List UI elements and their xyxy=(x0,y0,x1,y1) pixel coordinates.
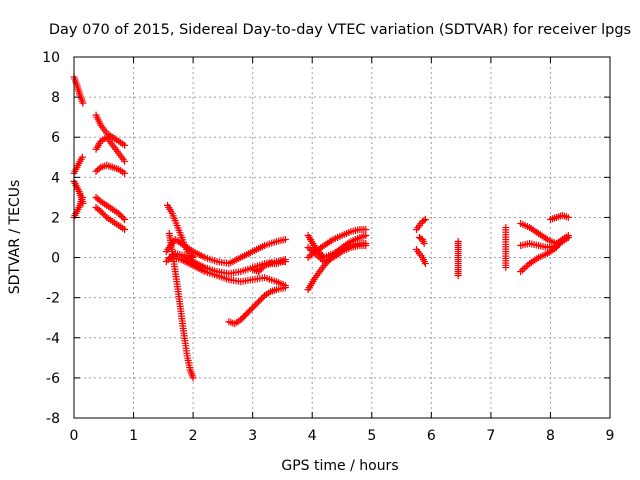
y-tick-label: -8 xyxy=(46,411,60,427)
data-point xyxy=(97,207,105,215)
y-tick-label: -2 xyxy=(46,291,60,307)
x-tick-label: 8 xyxy=(546,428,555,444)
data-point xyxy=(98,209,106,217)
data-point xyxy=(255,298,263,306)
y-axis-title: SDTVAR / TECUs xyxy=(7,180,23,295)
data-point xyxy=(454,272,462,280)
data-point xyxy=(281,236,289,244)
data-point xyxy=(243,310,251,318)
data-point xyxy=(100,210,108,218)
data-point xyxy=(256,296,264,304)
data-point xyxy=(311,244,319,252)
x-tick-label: 5 xyxy=(367,428,376,444)
data-point xyxy=(564,213,572,221)
data-point xyxy=(249,304,257,312)
x-axis-title: GPS time / hours xyxy=(281,458,398,474)
data-point xyxy=(362,242,370,250)
x-tick-label: 7 xyxy=(486,428,495,444)
data-point xyxy=(116,211,124,219)
data-point xyxy=(95,165,103,173)
data-point xyxy=(237,316,245,324)
data-point xyxy=(247,305,255,313)
data-point xyxy=(256,266,264,274)
y-tick-label: 10 xyxy=(42,50,60,66)
data-point xyxy=(95,196,103,204)
data-point xyxy=(255,268,263,276)
data-point xyxy=(281,258,289,266)
data-point xyxy=(121,225,129,233)
data-point xyxy=(241,311,249,319)
x-tick-labels: 0 1 2 3 4 5 6 7 8 9 xyxy=(70,428,615,444)
chart-title: Day 070 of 2015, Sidereal Day-to-day VTE… xyxy=(49,22,631,38)
axis-ticks xyxy=(73,56,611,419)
y-tick-label: 4 xyxy=(51,170,60,186)
x-tick-label: 9 xyxy=(606,428,615,444)
data-point xyxy=(564,234,572,241)
y-tick-label: 0 xyxy=(51,251,60,267)
x-tick-label: 3 xyxy=(248,428,257,444)
grid xyxy=(74,57,610,418)
data-point xyxy=(502,264,510,272)
data-points xyxy=(70,73,572,382)
data-point xyxy=(240,313,248,321)
x-tick-label: 2 xyxy=(189,428,198,444)
y-tick-label: 8 xyxy=(51,90,60,106)
data-point xyxy=(119,214,127,222)
plot-frame xyxy=(73,56,611,419)
data-point xyxy=(252,301,260,309)
y-tick-label: 6 xyxy=(51,130,60,146)
data-point xyxy=(258,295,266,303)
x-tick-label: 1 xyxy=(129,428,138,444)
data-point xyxy=(244,308,252,316)
data-point xyxy=(121,169,129,177)
data-point xyxy=(250,302,258,310)
data-point xyxy=(238,314,246,322)
data-point xyxy=(189,374,197,382)
data-point xyxy=(115,209,123,217)
data-point xyxy=(118,212,126,220)
data-point xyxy=(420,240,428,248)
data-point xyxy=(121,157,129,165)
data-point xyxy=(121,215,129,223)
y-tick-label: 2 xyxy=(51,210,60,226)
data-point xyxy=(421,260,429,268)
data-point xyxy=(420,216,428,224)
x-tick-label: 4 xyxy=(308,428,317,444)
x-tick-label: 6 xyxy=(427,428,436,444)
data-point xyxy=(78,193,86,201)
x-tick-label: 0 xyxy=(70,428,79,444)
data-point xyxy=(421,215,429,223)
data-point xyxy=(281,284,289,292)
y-tick-label: -6 xyxy=(46,371,60,387)
data-point xyxy=(246,307,254,315)
data-point xyxy=(362,225,370,233)
data-point xyxy=(79,99,87,107)
data-point xyxy=(253,299,261,307)
data-point xyxy=(121,141,129,149)
data-point xyxy=(362,231,370,239)
data-point xyxy=(78,153,86,161)
data-point xyxy=(258,265,266,273)
y-tick-labels: -8 -6 -4 -2 0 2 4 6 8 10 xyxy=(42,50,60,427)
y-tick-label: -4 xyxy=(46,331,60,347)
